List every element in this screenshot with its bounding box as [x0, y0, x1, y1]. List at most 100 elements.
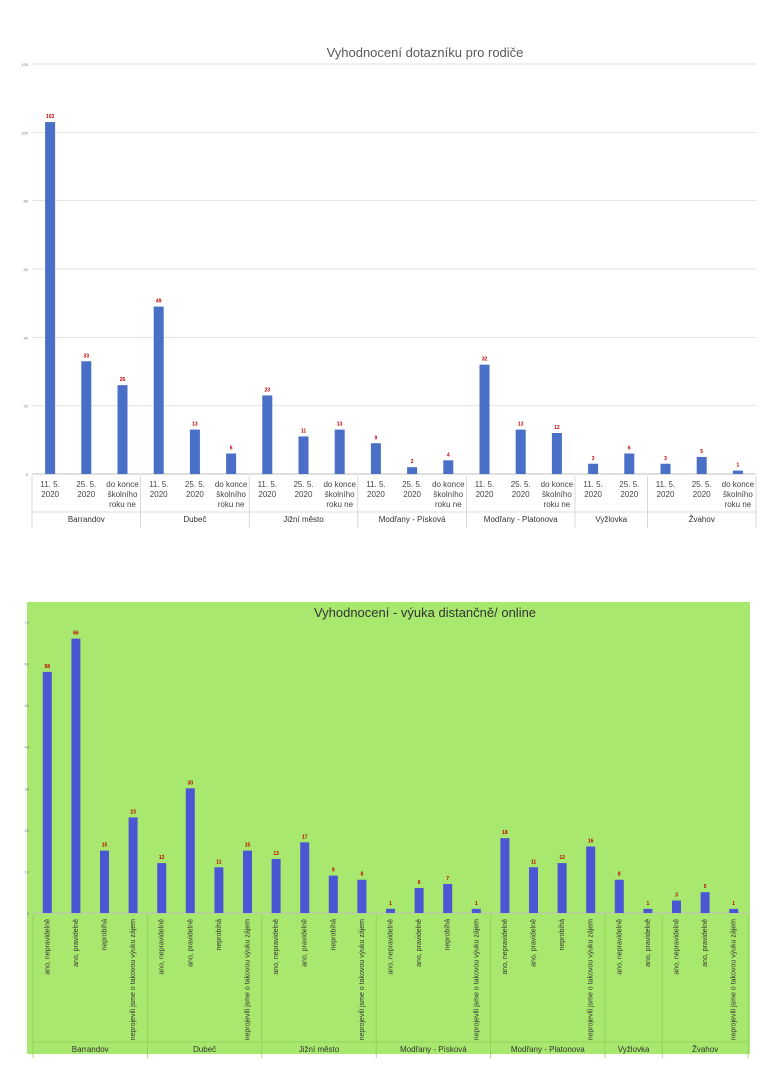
group-label: Žvahov — [692, 1045, 718, 1054]
category-label: ano, pravidelně — [73, 919, 80, 967]
category-label: 25. 5. 2020 — [185, 480, 205, 499]
data-label: 11 — [531, 859, 537, 865]
chart-title: Vyhodnocení dotazníku pro rodiče — [327, 45, 524, 60]
data-label: 11 — [216, 859, 222, 865]
bar — [551, 433, 562, 474]
bar — [328, 875, 338, 913]
y-tick-label: 40 — [24, 335, 29, 340]
y-tick-label: 50 — [25, 703, 30, 708]
category-label: ano, nepravidelně — [616, 919, 623, 975]
data-label: 1 — [647, 901, 650, 907]
data-label: 8 — [618, 872, 621, 878]
category-label: ano, nepravidelně — [273, 919, 280, 975]
category-label: 25. 5. 2020 — [76, 480, 96, 499]
bar — [672, 900, 681, 913]
group-label: Modřany - Platonova — [511, 1045, 585, 1054]
data-label: 13 — [273, 851, 279, 857]
category-label: neprojevili jsme o takovou výuku zájem — [359, 919, 366, 1041]
category-label: ano, pravidelně — [302, 919, 309, 967]
group-label: Barrandov — [68, 515, 105, 524]
data-label: 3 — [592, 456, 595, 462]
bar — [262, 395, 273, 474]
parent-survey-chart: Vyhodnocení dotazníku pro rodiče 0 20 40 60… — [21, 45, 757, 528]
data-label: 18 — [502, 830, 508, 836]
category-label: 11. 5. 2020 — [366, 480, 385, 499]
bar — [128, 817, 138, 913]
group-label: Dubeč — [183, 515, 206, 524]
category-label: ano, pravidelně — [531, 919, 538, 967]
group-label: Modřany - Písková — [400, 1045, 467, 1054]
category-label: do konce školního roku ne — [722, 480, 755, 509]
data-label: 13 — [192, 422, 198, 428]
bar — [696, 456, 707, 474]
data-label: 5 — [700, 449, 703, 455]
chart-title: Vyhodnocení - výuka distančně/ online — [314, 605, 536, 620]
data-label: 12 — [554, 425, 560, 431]
data-label: 13 — [337, 422, 343, 428]
data-label: 12 — [159, 855, 165, 861]
bar — [71, 638, 81, 913]
group-label: Modřany - Písková — [379, 515, 446, 524]
bar — [81, 361, 92, 474]
category-label: neprojevili jsme o takovou výuku zájem — [731, 919, 738, 1041]
category-label: 25. 5. 2020 — [402, 480, 422, 499]
data-label: 9 — [332, 868, 335, 874]
bar — [386, 908, 395, 913]
category-label: ano, pravidelně — [187, 919, 194, 967]
category-label: 11. 5. 2020 — [475, 480, 494, 499]
data-label: 9 — [375, 435, 378, 441]
category-label: ano, nepravidelně — [388, 919, 395, 975]
bar — [443, 460, 454, 474]
bar — [500, 838, 510, 913]
data-label: 66 — [73, 631, 79, 637]
bar — [529, 867, 538, 913]
bar — [226, 453, 237, 474]
bar — [471, 908, 481, 913]
bar — [643, 908, 653, 913]
group-label: Vyžlovka — [595, 515, 627, 524]
y-tick-label: 60 — [24, 267, 29, 272]
y-tick-label: 40 — [25, 745, 30, 750]
data-label: 6 — [628, 446, 631, 452]
data-label: 8 — [361, 872, 364, 878]
bar — [45, 122, 56, 474]
category-label: 11. 5. 2020 — [40, 480, 59, 499]
category-label: ano, nepravidelně — [159, 919, 166, 975]
y-tick-label: 100 — [21, 130, 28, 135]
group-label: Vyžlovka — [618, 1045, 650, 1054]
category-label: neprobíhá — [559, 919, 566, 951]
category-label: 25. 5. 2020 — [293, 480, 313, 499]
category-label: do konce školního roku ne — [432, 480, 465, 509]
data-label: 13 — [518, 422, 524, 428]
group-label: Barrandov — [72, 1045, 109, 1054]
group-label: Dubeč — [193, 1045, 216, 1054]
bar — [117, 385, 128, 474]
category-label: 11. 5. 2020 — [258, 480, 277, 499]
bar — [660, 463, 671, 474]
bar — [624, 453, 635, 474]
category-label: ano, nepravidelně — [502, 919, 509, 975]
bar — [298, 436, 309, 474]
bar — [586, 846, 596, 913]
data-label: 4 — [447, 452, 450, 458]
bar — [189, 429, 200, 474]
data-label: 23 — [130, 809, 136, 815]
data-label: 58 — [45, 664, 51, 670]
data-label: 15 — [102, 843, 108, 849]
data-label: 1 — [737, 463, 740, 469]
data-label: 1 — [732, 901, 735, 907]
data-label: 32 — [482, 357, 488, 363]
bar — [407, 467, 418, 474]
bar — [729, 908, 739, 913]
data-label: 3 — [664, 456, 667, 462]
data-label: 1 — [389, 901, 392, 907]
category-label: do konce školního roku ne — [541, 480, 574, 509]
category-label: neprobíhá — [445, 919, 452, 951]
category-label: 25. 5. 2020 — [511, 480, 531, 499]
category-label: neprojevili jsme o takovou výuku zájem — [473, 919, 480, 1041]
bar — [300, 842, 310, 913]
data-label: 103 — [46, 114, 55, 120]
bar — [414, 888, 424, 913]
data-label: 15 — [245, 843, 251, 849]
data-label: 11 — [301, 428, 307, 434]
